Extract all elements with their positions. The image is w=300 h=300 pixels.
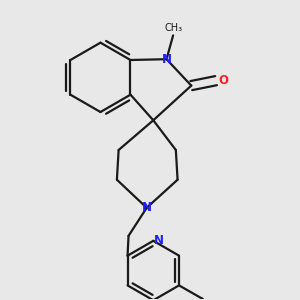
Text: N: N [142,201,152,214]
Text: N: N [161,53,172,66]
Text: N: N [154,234,164,247]
Text: O: O [218,74,228,87]
Text: CH₃: CH₃ [164,23,182,33]
